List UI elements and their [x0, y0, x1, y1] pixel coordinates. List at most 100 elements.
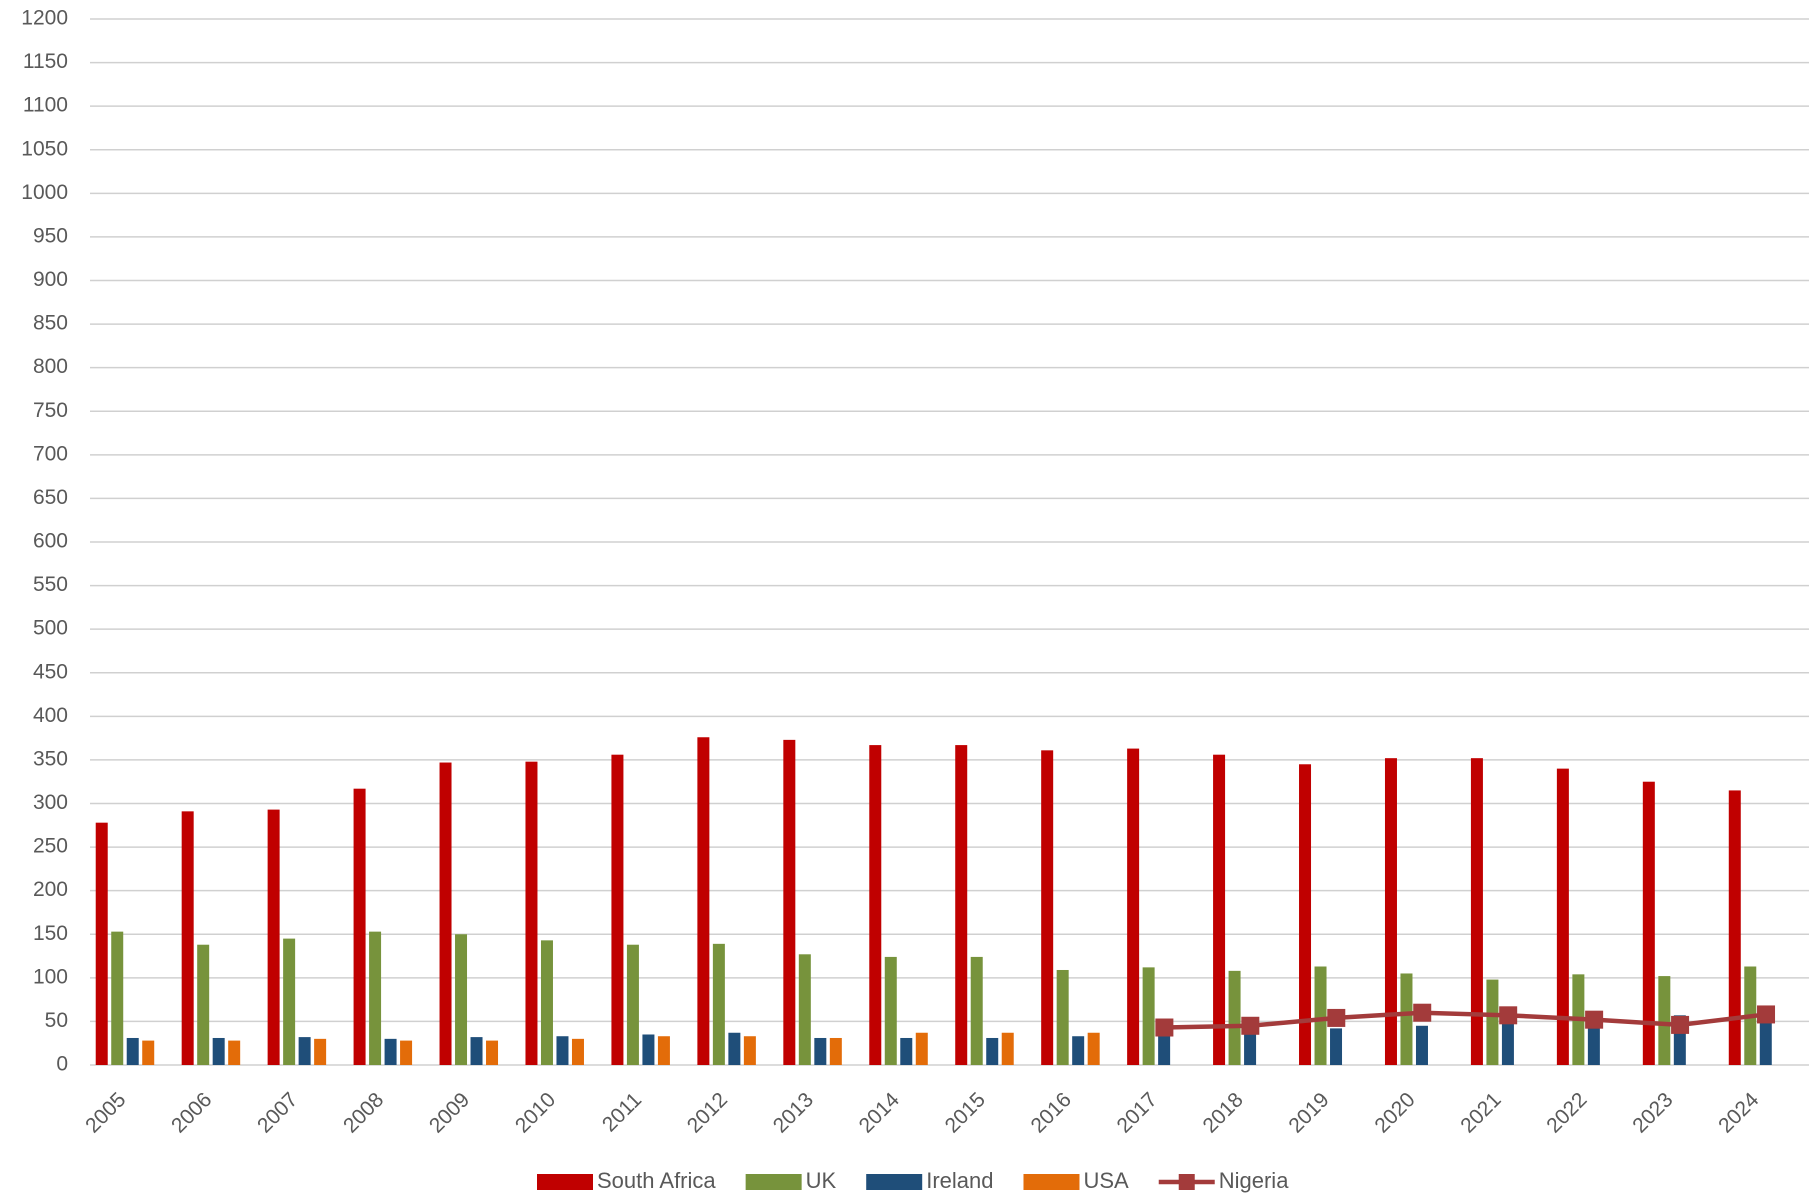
bar: [829, 1037, 842, 1065]
y-tick-label: 700: [33, 442, 68, 465]
x-tick-label: 2012: [683, 1088, 732, 1137]
bar: [915, 1032, 928, 1065]
line-marker: [1757, 1005, 1776, 1024]
bar: [212, 1037, 225, 1065]
bar: [657, 1036, 670, 1065]
bar: [1087, 1032, 1100, 1065]
line-marker: [1413, 1003, 1432, 1022]
y-tick-label: 900: [33, 268, 68, 291]
bar: [95, 822, 108, 1065]
bar: [384, 1038, 397, 1065]
x-tick-label: 2020: [1370, 1088, 1419, 1137]
bar: [1299, 764, 1312, 1065]
y-tick-label: 650: [33, 486, 68, 509]
bar: [1127, 748, 1140, 1065]
bar: [955, 745, 968, 1065]
line-marker: [1327, 1008, 1346, 1027]
x-tick-label: 2017: [1113, 1088, 1162, 1137]
bar: [400, 1040, 413, 1065]
bar: [1056, 969, 1069, 1065]
y-tick-label: 500: [33, 617, 68, 640]
legend-swatch: [1178, 1174, 1195, 1190]
bar: [298, 1037, 311, 1065]
x-tick-label: 2005: [81, 1088, 130, 1137]
bar: [1158, 1030, 1171, 1065]
bar: [353, 788, 366, 1065]
bar: [1470, 758, 1483, 1065]
legend-swatch: [745, 1174, 802, 1190]
bar: [1213, 754, 1226, 1065]
bar: [181, 811, 194, 1065]
bar: [1642, 781, 1655, 1065]
bar: [1486, 979, 1499, 1065]
y-tick-label: 400: [33, 704, 68, 727]
bar: [540, 940, 553, 1065]
legend-swatch: [1023, 1174, 1080, 1190]
bar: [869, 745, 882, 1065]
bar: [1556, 768, 1569, 1065]
bar: [986, 1037, 999, 1065]
y-tick-label: 800: [33, 355, 68, 378]
x-tick-label: 2008: [339, 1088, 388, 1137]
bar: [712, 943, 725, 1065]
legend-label: Ireland: [926, 1168, 993, 1193]
y-tick-label: 450: [33, 660, 68, 683]
x-tick-label: 2015: [941, 1088, 990, 1137]
bar: [783, 739, 796, 1065]
y-tick-label: 1000: [21, 181, 68, 204]
legend-label: Nigeria: [1219, 1168, 1289, 1193]
bar: [283, 938, 296, 1065]
legend-label: UK: [806, 1168, 837, 1193]
y-tick-label: 300: [33, 791, 68, 814]
y-tick-label: 550: [33, 573, 68, 596]
bar: [1142, 967, 1155, 1065]
bar: [1001, 1032, 1014, 1065]
bar: [455, 934, 468, 1065]
x-tick-label: 2016: [1027, 1088, 1076, 1137]
y-tick-label: 600: [33, 530, 68, 553]
bar: [728, 1032, 741, 1065]
line-marker: [1671, 1015, 1690, 1034]
bar: [814, 1037, 827, 1065]
line: [1164, 1010, 1767, 1030]
bar: [900, 1037, 913, 1065]
bar: [556, 1036, 569, 1065]
bar: [228, 1040, 241, 1065]
bar: [626, 944, 639, 1065]
y-tick-label: 0: [56, 1053, 68, 1076]
bar: [1728, 790, 1741, 1065]
line-marker: [1155, 1018, 1174, 1037]
y-tick-label: 250: [33, 835, 68, 858]
x-tick-label: 2009: [425, 1088, 474, 1137]
legend-swatch: [537, 1174, 593, 1190]
y-tick-label: 350: [33, 747, 68, 770]
bar: [642, 1034, 655, 1065]
bar: [798, 954, 811, 1065]
x-tick-label: 2018: [1198, 1088, 1247, 1137]
bar: [1658, 976, 1671, 1065]
bar: [611, 754, 624, 1065]
y-tick-label: 1100: [23, 94, 68, 117]
y-tick-label: 1150: [23, 50, 68, 73]
x-tick-label: 2019: [1284, 1088, 1333, 1137]
bar: [1314, 966, 1327, 1065]
bar: [1501, 1021, 1514, 1065]
x-tick-label: 2013: [769, 1088, 818, 1137]
bar: [1072, 1036, 1085, 1065]
bar: [1228, 970, 1241, 1065]
x-tick-label: 2021: [1456, 1088, 1505, 1137]
bar: [1244, 1028, 1257, 1065]
bar: [142, 1040, 155, 1065]
legend: South Africa UK Ireland USA Nigeria: [537, 1168, 1289, 1193]
x-tick-label: 2010: [511, 1088, 560, 1137]
y-tick-label: 200: [33, 878, 68, 901]
y-tick-label: 1050: [21, 137, 68, 160]
bar: [1041, 750, 1054, 1065]
bar: [525, 761, 538, 1065]
x-tick-label: 2007: [253, 1088, 302, 1137]
bar: [369, 931, 382, 1065]
bar: [486, 1040, 499, 1065]
y-tick-label: 750: [33, 399, 68, 422]
bar: [697, 737, 710, 1065]
